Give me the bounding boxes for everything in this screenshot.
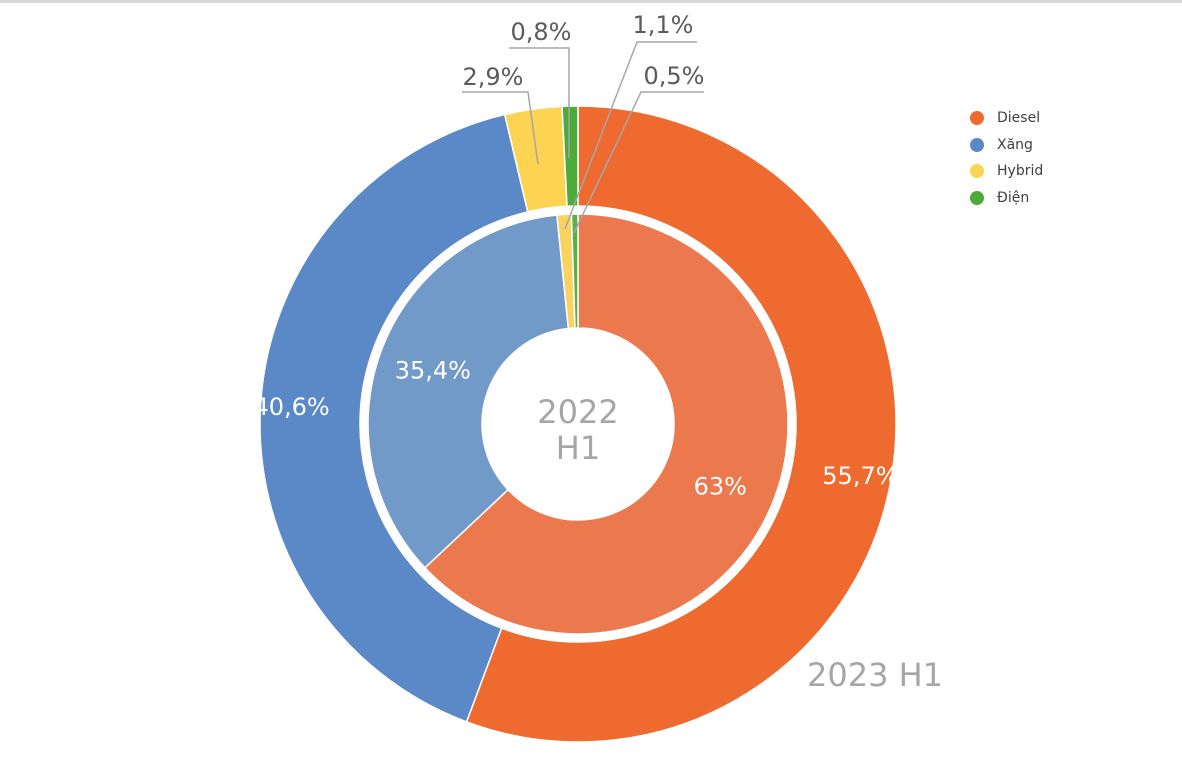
inner-label-xang: 35,4%: [395, 357, 471, 385]
inner-slice-diesel: [423, 213, 789, 635]
legend-label-diesel: Diesel: [997, 110, 1041, 127]
legend-item-xang: Xăng: [970, 132, 1043, 159]
inner-leader-line-dien: [573, 91, 704, 234]
outer-slice-xang: [259, 113, 529, 723]
legend: Diesel Xăng Hybrid Điện: [970, 105, 1043, 211]
outer-label-hybrid: 2,9%: [463, 63, 524, 91]
outer-label-xang: 40,6%: [253, 393, 329, 421]
inner-title-line-1: 2022: [537, 393, 618, 431]
legend-label-dien: Điện: [997, 189, 1030, 206]
inner-label-diesel: 63%: [694, 473, 747, 501]
legend-swatch-xang: [970, 137, 984, 152]
outer-title: 2023 H1: [807, 656, 943, 694]
inner-slice-xang: [367, 214, 570, 569]
legend-swatch-hybrid: [970, 164, 984, 179]
outer-label-dien: 0,8%: [511, 18, 572, 46]
outer-slice-diesel: [465, 105, 897, 743]
inner-leader-line-hybrid: [564, 41, 697, 230]
outer-leader-line-hybrid: [462, 91, 539, 165]
outer-label-diesel: 55,7%: [822, 462, 898, 490]
inner-label-dien: 0,5%: [644, 62, 705, 90]
outer-leader-line-dien: [509, 47, 570, 158]
legend-swatch-dien: [970, 190, 984, 205]
top-border: [0, 0, 1182, 3]
value-labels: 55,7% 40,6% 2,9% 0,8% 63% 35,4% 1,1% 0,5%: [253, 11, 898, 501]
legend-item-dien: Điện: [970, 185, 1043, 212]
legend-item-diesel: Diesel: [970, 105, 1043, 132]
leader-lines: [462, 41, 704, 234]
legend-label-hybrid: Hybrid: [997, 163, 1044, 180]
inner-label-hybrid: 1,1%: [633, 11, 694, 39]
outer-slice-dien: [561, 105, 579, 208]
legend-item-hybrid: Hybrid: [970, 158, 1043, 185]
legend-swatch-diesel: [970, 111, 984, 126]
outer-ring: [259, 105, 897, 743]
inner-title-line-2: H1: [556, 429, 600, 467]
legend-label-xang: Xăng: [997, 136, 1033, 153]
inner-slice-dien: [570, 213, 579, 329]
inner-ring: [367, 213, 789, 635]
